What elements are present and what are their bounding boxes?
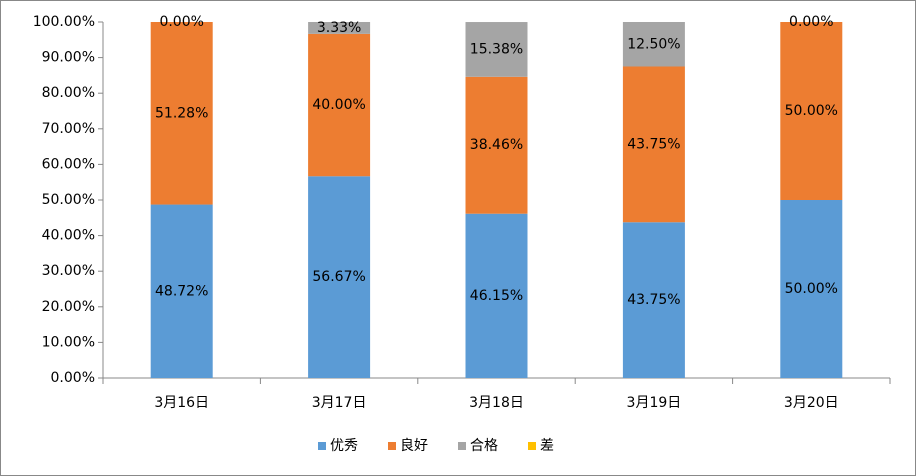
y-tick-label: 50.00% xyxy=(42,192,95,208)
bar-segment xyxy=(308,176,371,378)
x-tick-label: 3月18日 xyxy=(469,395,524,411)
data-label: 12.50% xyxy=(627,36,680,52)
data-label: 51.28% xyxy=(155,105,208,121)
bar-segment xyxy=(465,213,528,378)
data-label: 48.72% xyxy=(155,283,208,299)
bar-segment xyxy=(622,222,685,378)
bar-segment xyxy=(780,200,843,378)
y-tick-label: 10.00% xyxy=(42,334,95,350)
y-tick-label: 20.00% xyxy=(42,299,95,315)
legend-swatch xyxy=(388,442,396,450)
data-label: 0.00% xyxy=(789,14,833,30)
bar-segment xyxy=(308,33,371,177)
legend-label: 差 xyxy=(540,438,554,454)
data-label: 0.00% xyxy=(159,14,203,30)
y-tick-label: 80.00% xyxy=(42,85,95,101)
y-tick-label: 100.00% xyxy=(33,14,95,30)
bar-segment xyxy=(308,22,371,34)
bar-segment xyxy=(465,22,528,77)
data-label: 46.15% xyxy=(470,288,523,304)
bar-segment xyxy=(150,22,213,205)
legend-label: 合格 xyxy=(470,438,498,454)
data-label: 50.00% xyxy=(785,281,838,297)
y-tick-label: 40.00% xyxy=(42,228,95,244)
data-label: 3.33% xyxy=(317,20,361,36)
bar-segment xyxy=(150,204,213,378)
y-tick-label: 60.00% xyxy=(42,156,95,172)
x-tick-label: 3月19日 xyxy=(627,395,682,411)
data-label: 38.46% xyxy=(470,137,523,153)
bar-segment xyxy=(780,22,843,200)
bar-segment xyxy=(622,66,685,223)
y-tick-label: 70.00% xyxy=(42,121,95,137)
data-label: 50.00% xyxy=(785,103,838,119)
data-label: 40.00% xyxy=(312,97,365,113)
legend-label: 优秀 xyxy=(330,438,358,454)
x-tick-label: 3月16日 xyxy=(154,395,209,411)
bar-segment xyxy=(465,76,528,214)
x-tick-label: 3月20日 xyxy=(784,395,839,411)
bar-segment xyxy=(622,22,685,67)
data-label: 43.75% xyxy=(627,136,680,152)
legend-swatch xyxy=(318,442,326,450)
y-tick-label: 30.00% xyxy=(42,263,95,279)
legend-label: 良好 xyxy=(400,438,428,454)
legend-swatch xyxy=(528,442,536,450)
y-tick-label: 0.00% xyxy=(51,370,95,386)
data-label: 56.67% xyxy=(312,269,365,285)
y-tick-label: 90.00% xyxy=(42,50,95,66)
legend-swatch xyxy=(458,442,466,450)
data-label: 15.38% xyxy=(470,41,523,57)
data-label: 43.75% xyxy=(627,292,680,308)
x-tick-label: 3月17日 xyxy=(312,395,367,411)
